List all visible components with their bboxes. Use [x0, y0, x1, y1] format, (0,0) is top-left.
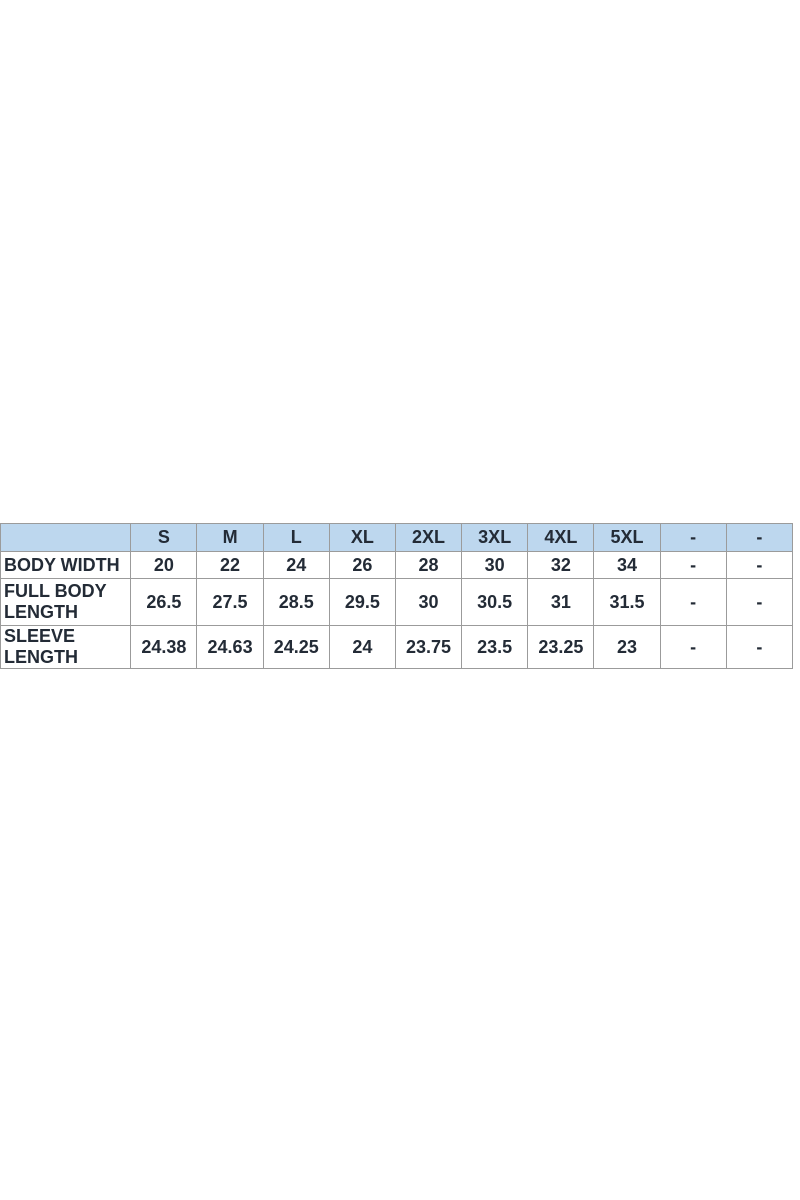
row-label-cell: FULL BODY LENGTH [0, 578, 132, 626]
value-cell: - [659, 625, 727, 669]
header-cell: L [262, 523, 330, 552]
value-cell: 24.38 [130, 625, 198, 669]
header-cell: S [130, 523, 198, 552]
value-cell: 24 [262, 551, 330, 579]
header-cell: 2XL [394, 523, 463, 552]
row-label-cell: SLEEVE LENGTH [0, 625, 132, 669]
table-row: SLEEVE LENGTH 24.38 24.63 24.25 24 23.75 23.5 2… [0, 625, 794, 669]
value-cell: 22 [196, 551, 264, 579]
value-cell: 32 [527, 551, 595, 579]
size-chart-body: BODY WIDTH 20 22 24 26 28 30 32 34- - FULL BODY LE… [0, 551, 794, 669]
value-cell: 23.25 [527, 625, 595, 669]
header-cell: - [659, 523, 727, 552]
value-cell: - [725, 625, 794, 669]
value-cell: 20 [130, 551, 198, 579]
value-cell: 28 [394, 551, 463, 579]
size-chart: S M L XL 2XL 3XL 4XL 5XL - - BODY WIDTH 20 22 24 26 28… [0, 523, 794, 669]
header-cell: 4XL [527, 523, 595, 552]
table-row: BODY WIDTH 20 22 24 26 28 30 32 34- - [0, 551, 794, 579]
value-cell: 23.75 [394, 625, 463, 669]
value-cell: - [659, 578, 727, 626]
value-cell: 24.63 [196, 625, 264, 669]
value-cell: 26.5 [130, 578, 198, 626]
value-cell: 24.25 [262, 625, 330, 669]
value-cell: 28.5 [262, 578, 330, 626]
value-cell: 23.5 [461, 625, 529, 669]
value-cell: 30 [461, 551, 529, 579]
size-chart-table: S M L XL 2XL 3XL 4XL 5XL - - BODY WIDTH 20 22 24 26 28… [0, 523, 794, 669]
value-cell: 31 [527, 578, 595, 626]
table-row: FULL BODY LENGTH 26.5 27.5 28.5 29.5 30 30.5 31… [0, 578, 794, 626]
row-label-cell: BODY WIDTH [0, 551, 132, 579]
header-cell: 5XL [593, 523, 661, 552]
value-cell: 24 [328, 625, 396, 669]
value-cell: 34 [593, 551, 661, 579]
header-cell: 3XL [461, 523, 529, 552]
header-cell: - [725, 523, 794, 552]
size-chart-header: S M L XL 2XL 3XL 4XL 5XL - - [0, 523, 794, 552]
value-cell: - [725, 551, 794, 579]
value-cell: 23 [593, 625, 661, 669]
header-cell: XL [328, 523, 396, 552]
value-cell: 31.5 [593, 578, 661, 626]
header-cell: M [196, 523, 264, 552]
value-cell: 29.5 [328, 578, 396, 626]
value-cell: - [659, 551, 727, 579]
value-cell: 30 [394, 578, 463, 626]
value-cell: 30.5 [461, 578, 529, 626]
header-cell-empty [0, 523, 132, 552]
value-cell: - [725, 578, 794, 626]
header-row: S M L XL 2XL 3XL 4XL 5XL - - [0, 523, 794, 552]
value-cell: 26 [328, 551, 396, 579]
value-cell: 27.5 [196, 578, 264, 626]
